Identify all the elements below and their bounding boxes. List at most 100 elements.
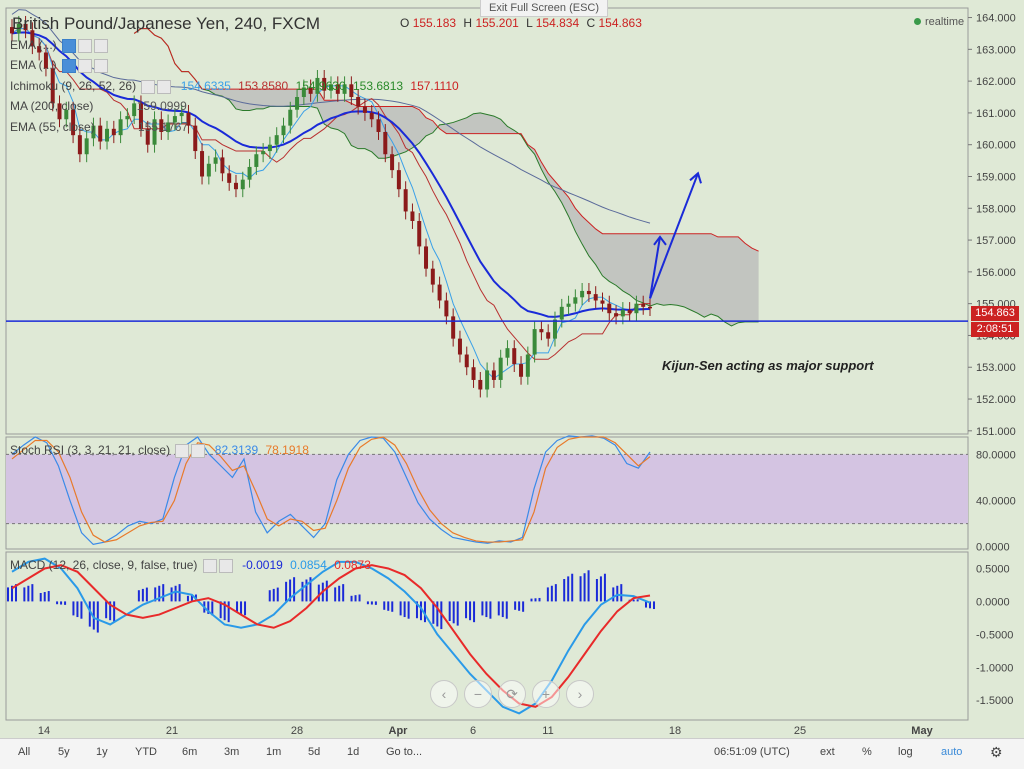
projection-arrow-short [649,236,661,299]
range-5y-button[interactable]: 5y [58,746,70,758]
candle-body [295,97,300,110]
settings-icon[interactable] [141,79,156,94]
candle-body [64,109,69,120]
macd-tick-label: -1.0000 [976,662,1013,674]
price-tick-label: 158.000 [976,203,1016,215]
gear-icon[interactable]: ⚙ [990,744,1003,760]
extended-hours-button[interactable]: ext [820,746,835,758]
legend-ma200[interactable]: MA (200, close) 159.0999 [10,99,187,113]
candle-body [71,109,76,136]
candle-body [546,332,551,339]
time-axis-label: 6 [470,725,476,737]
ohlc-open-label: O [400,16,410,30]
time-axis-label: Apr [389,725,409,737]
candle-body [403,189,408,212]
range-3m-button[interactable]: 3m [224,746,240,758]
legend-ema55[interactable]: EMA (55, close) 155.1767 [10,120,188,134]
candle-body [84,138,89,155]
ohlc-low: 154.834 [535,16,580,30]
legend-ema-b[interactable]: EMA (...) [10,58,109,73]
range-all-button[interactable]: All [18,746,31,758]
macd-tick-label: 0.5000 [976,563,1010,575]
utc-clock: 06:51:09 (UTC) [714,746,790,758]
candle-body [193,125,198,152]
candle-body [505,348,510,358]
realtime-label: realtime [925,16,965,28]
candle-body [23,23,28,31]
candle-body [396,170,401,190]
ohlc-close-label: C [586,16,596,30]
candle-body [322,77,327,91]
legend-ema-a[interactable]: EMA (...) [10,38,109,53]
candle-body [383,131,388,155]
candle-body [539,329,544,333]
stoch-d-line [11,436,651,543]
settings-icon[interactable] [78,58,93,73]
range-1d-button[interactable]: 1d [347,746,360,758]
price-tick-label: 157.000 [976,235,1016,247]
percent-scale-button[interactable]: % [862,746,872,758]
candle-body [478,379,483,390]
candle-body [166,122,171,132]
range-1m-button[interactable]: 1m [266,746,282,758]
candle-body [213,157,218,164]
auto-scale-button[interactable]: auto [941,746,963,758]
time-axis-label: 11 [542,725,553,737]
kijun-sen-line [11,28,650,360]
senkou-span-b-line [133,28,759,252]
candle-body [132,103,137,117]
close-icon[interactable] [191,443,206,458]
stoch-band [6,454,968,524]
exit-fullscreen-button[interactable]: Exit Full Screen (ESC) [480,0,609,17]
close-icon[interactable] [94,58,109,73]
candle-body [247,166,252,180]
candle-body [417,221,422,247]
visibility-eye-icon[interactable] [62,38,77,53]
zoom-in-icon[interactable]: + [532,680,560,708]
reset-icon[interactable]: ⟳ [498,680,526,708]
legend-ema-b-label: EMA (...) [10,58,57,72]
candle-body [451,316,456,339]
candle-body [627,310,632,314]
candle-body [437,284,442,301]
scroll-right-icon[interactable]: › [566,680,594,708]
range-1y-button[interactable]: 1y [96,746,108,758]
range-6m-button[interactable]: 6m [182,746,198,758]
legend-ichimoku[interactable]: Ichimoku (9, 26, 52, 26) 154.6335 153.85… [10,79,459,94]
candle-body [118,119,123,136]
settings-icon[interactable] [78,38,93,53]
visibility-eye-icon[interactable] [62,58,77,73]
ema55-value: 155.1767 [138,120,189,134]
ma200-line [11,9,651,224]
goto-date-button[interactable]: Go to... [386,746,423,758]
candle-body [485,370,490,390]
macd-pane [5,551,969,721]
settings-icon[interactable] [175,443,190,458]
price-tick-label: 153.000 [976,362,1016,374]
range-ytd-button[interactable]: YTD [135,746,157,758]
candle-body [641,303,646,307]
log-scale-button[interactable]: log [898,746,913,758]
legend-stoch-rsi[interactable]: Stoch RSI (3, 3, 21, 21, close) 82.3139 … [10,443,309,458]
candle-body [125,116,130,120]
countdown-badge: 2:08:51 [971,322,1019,337]
ichimoku-senkou-b-value: 157.1110 [410,79,459,93]
scroll-left-icon[interactable]: ‹ [430,680,458,708]
legend-macd[interactable]: MACD (12, 26, close, 9, false, true) -0.… [10,558,371,573]
zoom-out-icon[interactable]: − [464,680,492,708]
close-icon[interactable] [157,79,172,94]
ohlc-readout: O 155.183 H 155.201 L 154.834 C 154.863 [400,16,646,30]
candle-body [342,84,347,94]
candle-body [240,179,245,190]
close-icon[interactable] [218,558,233,573]
range-5d-button[interactable]: 5d [308,746,321,758]
close-icon[interactable] [94,38,109,53]
candle-body [552,319,557,339]
ohlc-close: 154.863 [598,16,642,30]
legend-ichimoku-label: Ichimoku (9, 26, 52, 26) [10,79,137,93]
ichimoku-chikou-value: 154.9630 [295,79,346,93]
settings-icon[interactable] [202,558,217,573]
candle-body [390,154,395,171]
